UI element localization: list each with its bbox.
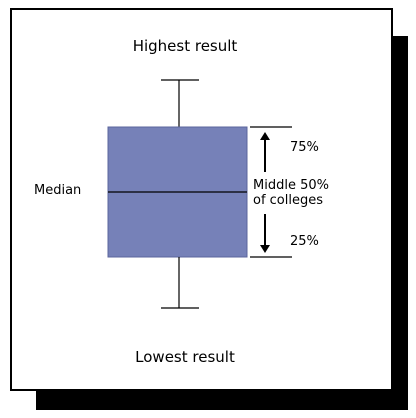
q1-label: 25% <box>290 234 319 249</box>
median-label: Median <box>34 183 81 198</box>
middle-50-label: Middle 50% <box>253 178 329 193</box>
highest-result-label: Highest result <box>133 37 238 55</box>
q3-label: 75% <box>290 140 319 155</box>
lowest-result-label: Lowest result <box>135 348 235 366</box>
of-colleges-label: of colleges <box>253 193 323 208</box>
